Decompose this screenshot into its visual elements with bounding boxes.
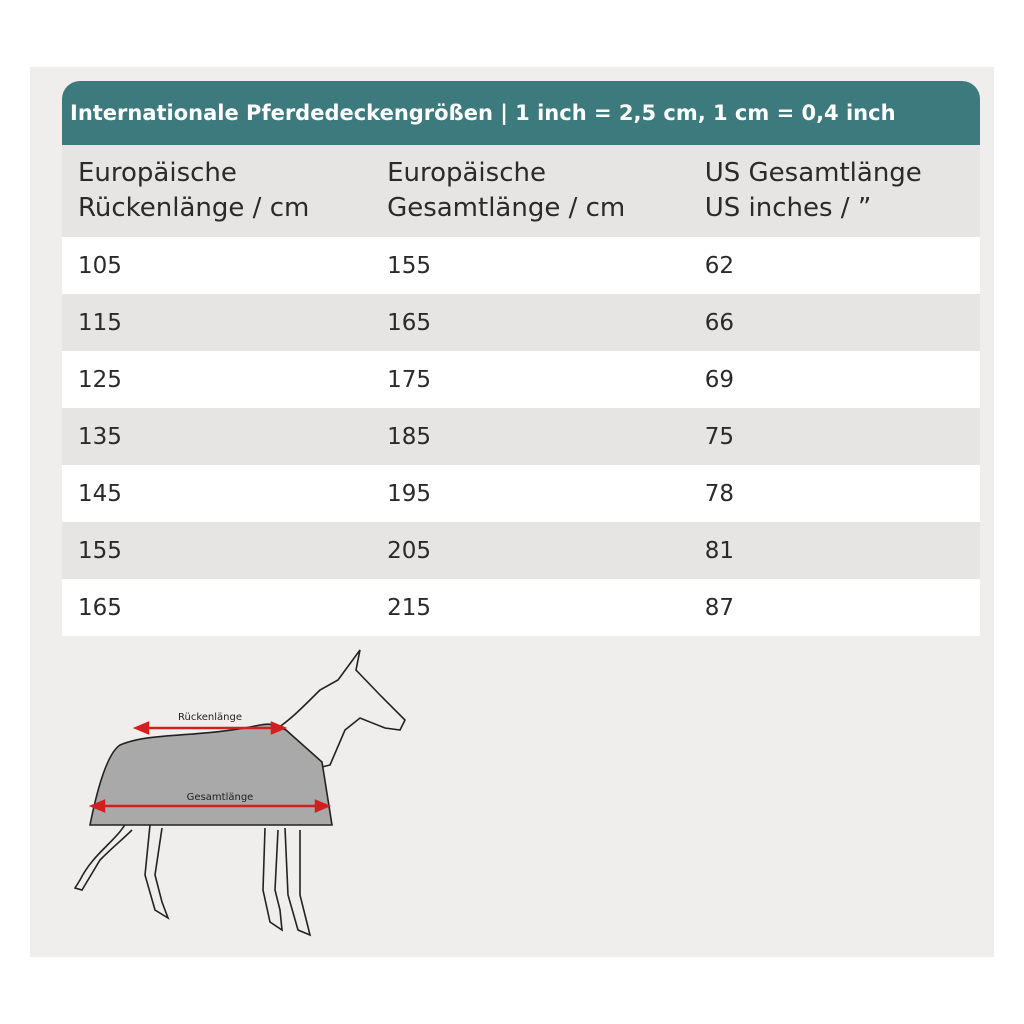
table-cell: 105 [62, 237, 372, 294]
header-cell: Europäische Gesamtlänge / cm [371, 145, 689, 237]
table-row: 135 185 75 [62, 408, 980, 465]
table-row: 155 205 81 [62, 522, 980, 579]
table-cell: 75 [688, 408, 980, 465]
table-row: 165 215 87 [62, 579, 980, 636]
table-cell: 62 [688, 237, 980, 294]
table-cell: 87 [688, 579, 980, 636]
table-cell: 155 [371, 237, 689, 294]
header-cell: US Gesamtlänge US inches / ” [688, 145, 980, 237]
table-row: 105 155 62 [62, 237, 980, 294]
table-cell: 205 [371, 522, 689, 579]
horse-diagram: Rückenlänge Gesamtlänge [73, 649, 406, 937]
header-line: Gesamtlänge / cm [387, 193, 626, 223]
table-cell: 145 [62, 465, 372, 522]
table-row: 145 195 78 [62, 465, 980, 522]
table-cell: 66 [688, 294, 980, 351]
table-cell: 185 [371, 408, 689, 465]
table-cell: 81 [688, 522, 980, 579]
table-body: 105 155 62 115 165 66 125 175 69 135 185 75 145 195 78… [62, 237, 980, 636]
table-row: 125 175 69 [62, 351, 980, 408]
table-cell: 69 [688, 351, 980, 408]
header-line: Rückenlänge / cm [78, 193, 310, 223]
table-cell: 165 [371, 294, 689, 351]
header-row: Europäische Rückenlänge / cm Europäische Ge… [62, 145, 980, 237]
header-line: Europäische [387, 158, 546, 188]
diagram-label: Rückenlänge [178, 712, 242, 723]
table-cell: 195 [371, 465, 689, 522]
table-cell: 135 [62, 408, 372, 465]
table-cell: 115 [62, 294, 372, 351]
table-cell: 78 [688, 465, 980, 522]
table-title: Internationale Pferdedeckengrößen | 1 in… [62, 81, 980, 145]
table-cell: 175 [371, 351, 689, 408]
header-line: US inches / ” [704, 193, 872, 223]
header-cell: Europäische Rückenlänge / cm [62, 145, 372, 237]
table-cell: 165 [62, 579, 372, 636]
table-cell: 155 [62, 522, 372, 579]
table-cell: 215 [371, 579, 689, 636]
header-line: US Gesamtlänge [704, 158, 922, 188]
table-cell: 125 [62, 351, 372, 408]
size-table: Europäische Rückenlänge / cm Europäische Ge… [62, 145, 980, 636]
table-row: 115 165 66 [62, 294, 980, 351]
diagram-label: Gesamtlänge [187, 792, 254, 803]
header-line: Europäische [78, 158, 237, 188]
